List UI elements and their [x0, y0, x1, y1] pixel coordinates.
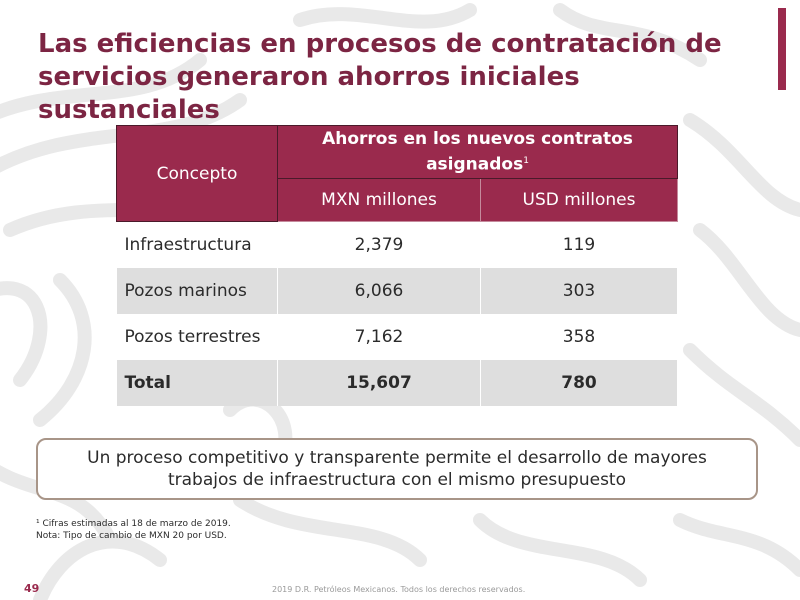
page-number: 49 [24, 582, 40, 595]
total-label: Total [116, 360, 278, 406]
table-row: Infraestructura 2,379 119 [116, 221, 678, 268]
table-row: Pozos terrestres 7,162 358 [116, 314, 678, 360]
row-concept: Pozos marinos [116, 268, 278, 314]
savings-table: Concepto Ahorros en los nuevos contratos… [116, 125, 678, 406]
row-mxn-value: 2,379 [277, 221, 481, 268]
total-usd-value: 780 [480, 360, 678, 406]
callout-box: Un proceso competitivo y transparente pe… [36, 438, 758, 500]
callout-line-1: Un proceso competitivo y transparente pe… [87, 448, 707, 468]
footnote-1: ¹ Cifras estimadas al 18 de marzo de 201… [36, 519, 231, 529]
header-concepto: Concepto [116, 125, 278, 222]
page-title: Las eficiencias en procesos de contratac… [38, 28, 758, 127]
table-row: Pozos marinos 6,066 303 [116, 268, 678, 314]
row-mxn-value: 7,162 [277, 314, 481, 360]
accent-bar [778, 8, 786, 90]
header-mxn: MXN millones [277, 178, 481, 222]
row-mxn-value: 6,066 [277, 268, 481, 314]
row-usd-value: 358 [480, 314, 678, 360]
title-line-1: Las eficiencias en procesos de contratac… [38, 29, 722, 59]
footnote-2: Nota: Tipo de cambio de MXN 20 por USD. [36, 531, 227, 541]
header-usd: USD millones [480, 178, 678, 222]
callout-line-2: trabajos de infraestructura con el mismo… [167, 470, 626, 490]
header-savings-group-label: Ahorros en los nuevos contratos asignado… [322, 129, 633, 175]
row-usd-value: 119 [480, 221, 678, 268]
copyright-notice: 2019 D.R. Petróleos Mexicanos. Todos los… [272, 585, 526, 594]
header-savings-group: Ahorros en los nuevos contratos asignado… [277, 125, 678, 179]
row-concept: Infraestructura [116, 221, 278, 268]
footnotes: ¹ Cifras estimadas al 18 de marzo de 201… [36, 518, 231, 542]
footnote-mark: 1 [523, 156, 529, 167]
row-concept: Pozos terrestres [116, 314, 278, 360]
table-total-row: Total 15,607 780 [116, 360, 678, 406]
title-line-2: servicios generaron ahorros iniciales su… [38, 62, 580, 125]
total-mxn-value: 15,607 [277, 360, 481, 406]
row-usd-value: 303 [480, 268, 678, 314]
